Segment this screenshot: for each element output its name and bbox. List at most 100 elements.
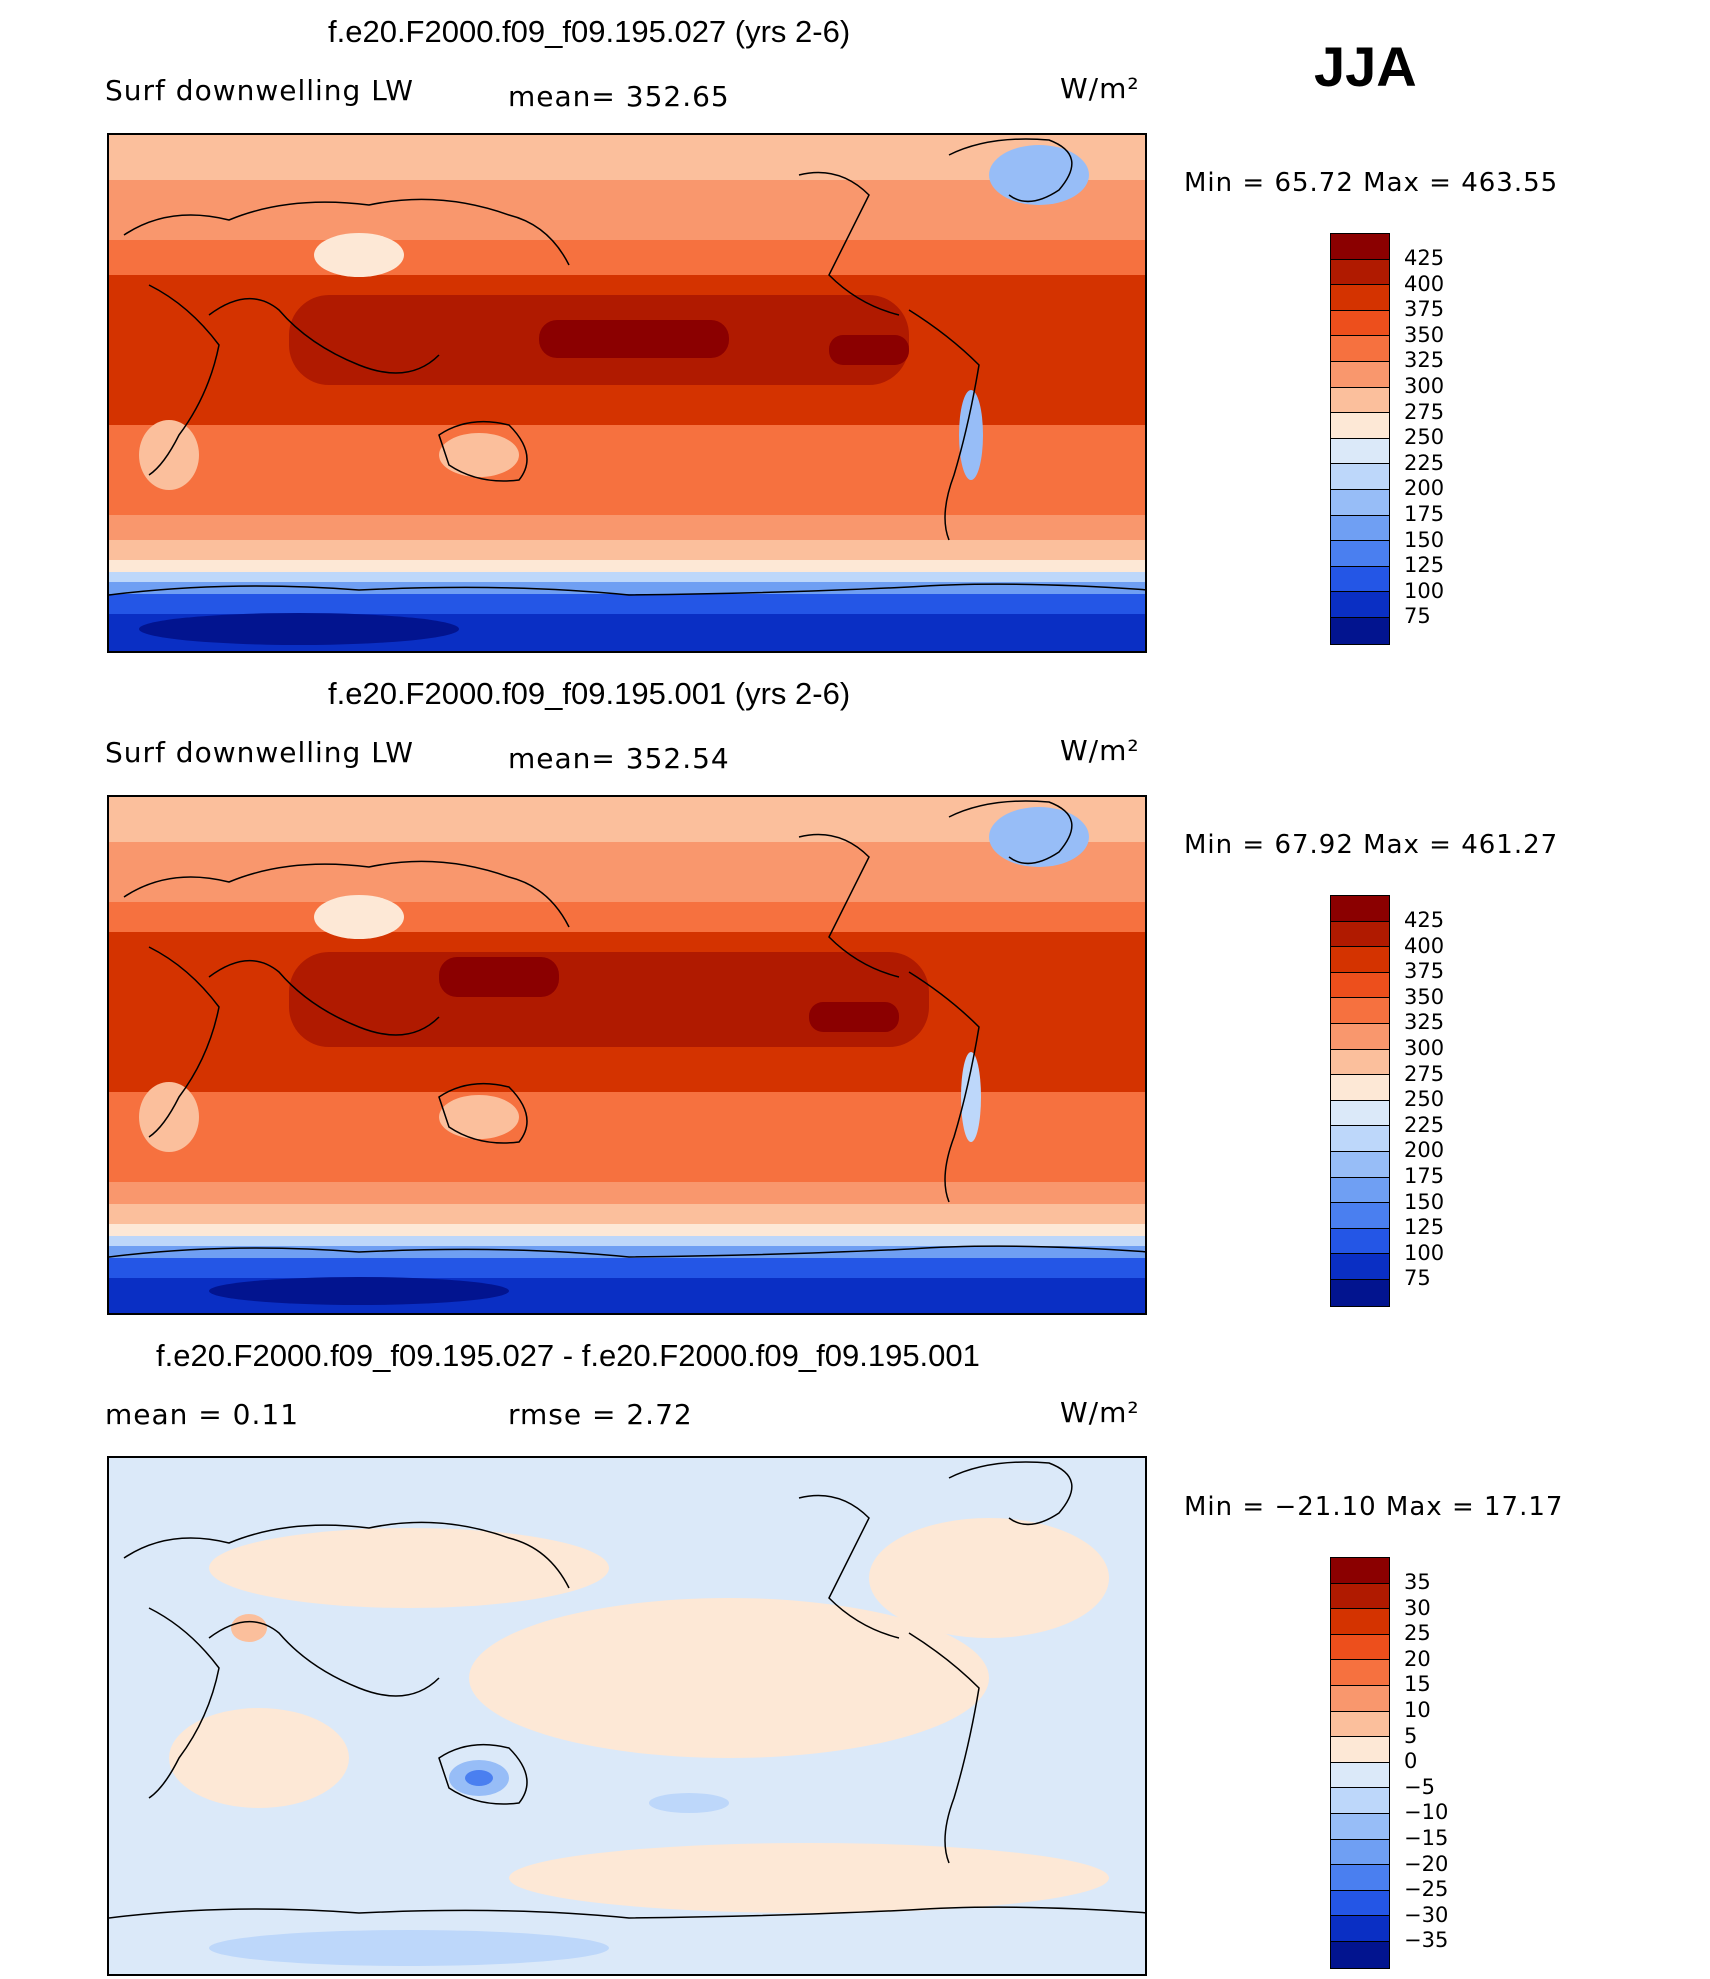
colorbar-tick-label: 325 [1404,1010,1445,1035]
colorbar-tick-label: 0 [1404,1749,1418,1774]
colorbar-tick-label: 150 [1404,1189,1445,1214]
panel-2-colorbar-labels: 425 400 375 350 325 300 275 250 225 200 … [1404,908,1444,1292]
panel-2-colorbar-swatch [1331,1203,1389,1229]
colorbar-tick-label: 225 [1404,450,1445,475]
colorbar-tick-label: 425 [1404,908,1445,932]
panel-2-colorbar-swatch [1331,1254,1389,1280]
panel-1-colorbar-swatch [1331,541,1389,567]
panel-1-colorbar-swatch [1331,361,1389,388]
panel-3-colorbar-swatch [1331,1685,1389,1712]
colorbar-tick-label: 200 [1404,476,1445,501]
colorbar-tick-label: 100 [1404,1240,1445,1265]
panel-3-colorbar-swatch [1331,1558,1389,1584]
panel-3-colorbar [1330,1557,1390,1969]
panel-1-colorbar-swatch [1331,617,1389,644]
panel-2-colorbar-swatch [1331,947,1389,973]
panel-3-map [107,1456,1147,1976]
panel-3-rmse-label: rmse = 2.72 [508,1398,693,1431]
panel-1-colorbar-swatch [1331,489,1389,516]
panel-1-colorbar-swatch [1331,413,1389,439]
panel-3-map-svg [109,1458,1145,1974]
panel-2-colorbar-swatch [1331,1049,1389,1076]
panel-1-colorbar-swatch [1331,310,1389,337]
panel-3-colorbar-swatch [1331,1583,1389,1610]
panel-1-colorbar-swatch [1331,438,1389,465]
colorbar-tick-label: −30 [1404,1902,1449,1927]
colorbar-tick-label: −15 [1404,1825,1449,1850]
colorbar-tick-label: 150 [1404,527,1445,552]
panel-1-colorbar-swatch [1331,234,1389,260]
panel-3-colorbar-swatch [1331,1609,1389,1635]
panel-3-colorbar-labels: 35 30 25 20 15 10 5 0 −5 −10 −15 −20 −25… [1404,1570,1448,1954]
panel-3-mean-label: mean = 0.11 [105,1398,300,1431]
colorbar-tick-label: 175 [1404,1163,1445,1188]
colorbar-tick-label: 200 [1404,1138,1445,1163]
colorbar-tick-label: 275 [1404,399,1445,424]
panel-2-colorbar-swatch [1331,1023,1389,1050]
panel-3-colorbar-swatch [1331,1839,1389,1866]
panel-1-minmax: Min = 65.72 Max = 463.55 [1184,168,1559,198]
panel-2-colorbar-swatch [1331,1100,1389,1127]
colorbar-tick-label: 75 [1404,1266,1431,1291]
colorbar-tick-label: 175 [1404,501,1445,526]
colorbar-tick-label: 400 [1404,933,1445,958]
colorbar-tick-label: −10 [1404,1800,1449,1825]
colorbar-tick-label: 100 [1404,578,1445,603]
panel-1-variable-label: Surf downwelling LW [105,74,414,107]
colorbar-tick-label: −5 [1404,1774,1435,1799]
colorbar-tick-label: 350 [1404,984,1445,1009]
panel-3-title: f.e20.F2000.f09_f09.195.027 - f.e20.F200… [156,1338,980,1373]
panel-3-colorbar-swatch [1331,1634,1389,1661]
panel-3-colorbar-swatch [1331,1737,1389,1763]
panel-3-colorbar-swatch [1331,1711,1389,1738]
colorbar-tick-label: 425 [1404,246,1445,270]
panel-1-colorbar-labels: 425 400 375 350 325 300 275 250 225 200 … [1404,246,1444,630]
panel-2-colorbar-swatch [1331,1177,1389,1204]
panel-3-colorbar-swatch [1331,1890,1389,1917]
panel-2-title: f.e20.F2000.f09_f09.195.001 (yrs 2-6) [328,676,851,711]
panel-3-colorbar-swatch [1331,1788,1389,1814]
colorbar-tick-label: 375 [1404,959,1445,984]
panel-3-units: W/m² [1060,1396,1140,1429]
panel-3-minmax: Min = −21.10 Max = 17.17 [1184,1492,1564,1522]
colorbar-tick-label: 250 [1404,425,1445,450]
panel-2-mean-label: mean= 352.54 [508,742,730,775]
panel-1-colorbar-swatch [1331,336,1389,362]
colorbar-tick-label: 400 [1404,271,1445,296]
colorbar-tick-label: −20 [1404,1851,1449,1876]
colorbar-tick-label: 275 [1404,1061,1445,1086]
colorbar-tick-label: 125 [1404,1215,1445,1240]
colorbar-tick-label: 225 [1404,1112,1445,1137]
panel-2-colorbar-swatch [1331,1126,1389,1152]
panel-2-colorbar-swatch [1331,1075,1389,1101]
panel-3-colorbar-swatch [1331,1813,1389,1840]
panel-2-minmax: Min = 67.92 Max = 461.27 [1184,830,1559,860]
panel-2-colorbar [1330,895,1390,1307]
colorbar-tick-label: 300 [1404,1035,1445,1060]
colorbar-tick-label: 75 [1404,604,1431,629]
panel-2-colorbar-swatch [1331,896,1389,922]
panel-2-colorbar-swatch [1331,921,1389,948]
panel-2-map [107,795,1147,1315]
panel-3-colorbar-swatch [1331,1660,1389,1686]
colorbar-tick-label: 125 [1404,553,1445,578]
panel-2-colorbar-swatch [1331,998,1389,1024]
colorbar-tick-label: 20 [1404,1646,1431,1671]
panel-1-colorbar-swatch [1331,515,1389,542]
colorbar-tick-label: 35 [1404,1570,1431,1594]
panel-1-colorbar-swatch [1331,566,1389,593]
season-label: JJA [1314,35,1417,98]
panel-2-units: W/m² [1060,734,1140,767]
colorbar-tick-label: −35 [1404,1928,1449,1953]
panel-1-colorbar-swatch [1331,387,1389,414]
panel-3-colorbar-swatch [1331,1941,1389,1968]
panel-3-colorbar-swatch [1331,1916,1389,1942]
colorbar-tick-label: 325 [1404,348,1445,373]
colorbar-tick-label: 250 [1404,1087,1445,1112]
panel-3-colorbar-swatch [1331,1762,1389,1789]
panel-1-colorbar-swatch [1331,259,1389,286]
panel-1-map-svg [109,135,1145,651]
panel-2-variable-label: Surf downwelling LW [105,736,414,769]
colorbar-tick-label: 375 [1404,297,1445,322]
panel-3-colorbar-swatch [1331,1865,1389,1891]
